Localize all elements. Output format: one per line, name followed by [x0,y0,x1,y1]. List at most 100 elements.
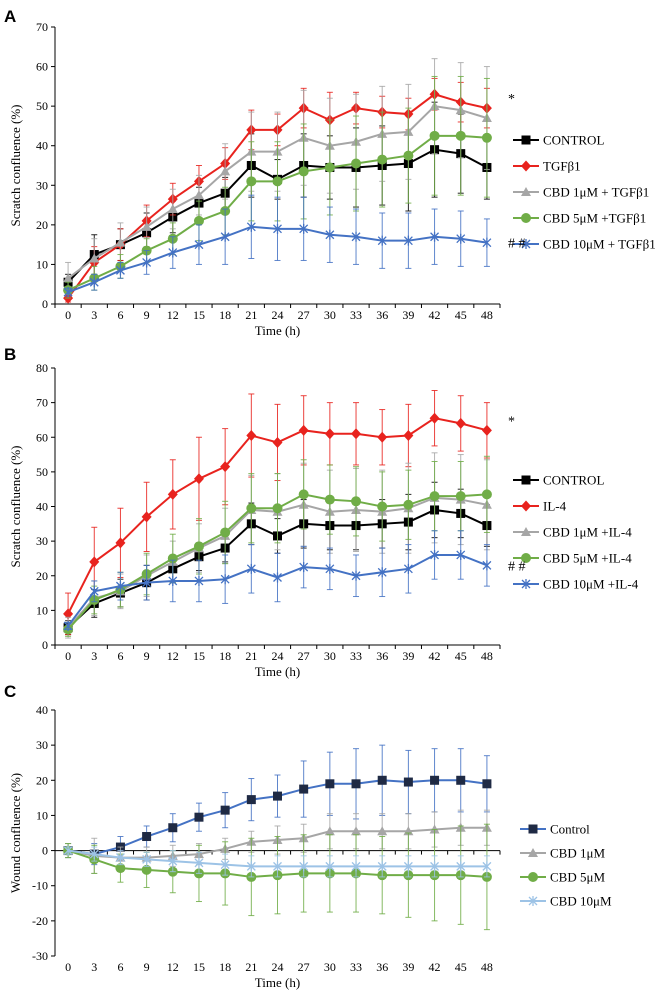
data-point [298,489,309,500]
data-point [429,491,440,502]
data-point [351,231,361,242]
legend-label: CONTROL [543,133,604,148]
data-point [246,503,257,514]
legend-marker [521,239,531,249]
legend-marker [521,160,531,172]
series-0 [63,744,492,866]
legend-marker [528,848,538,857]
x-axis-title: Time (h) [255,975,300,990]
data-point [272,436,283,448]
data-point [481,489,492,500]
data-point [168,856,178,867]
data-point [89,586,99,597]
data-point [63,845,73,856]
x-tick-label: 24 [272,308,284,322]
data-point [273,861,282,872]
data-point [63,273,74,283]
y-tick-label: -30 [32,949,48,963]
data-point [194,812,204,822]
data-point [193,473,204,485]
data-point [273,791,282,801]
y-tick-label: 0 [42,844,48,858]
data-point [193,215,204,226]
x-tick-label: 36 [376,649,388,663]
x-tick-label: 18 [219,649,231,663]
y-tick-label: -10 [32,879,48,893]
y-tick-label: 40 [36,500,48,514]
x-tick-label: 42 [429,308,441,322]
data-point [351,570,361,581]
data-point [89,253,100,263]
x-tick-label: 18 [219,308,231,322]
legend-marker [521,213,531,223]
x-tick-label: 39 [402,308,414,322]
y-tick-label: 20 [36,773,48,787]
x-tick-label: 3 [91,649,97,663]
data-point [168,575,178,586]
data-point [194,239,204,250]
series-1 [63,390,492,636]
data-point [194,575,204,586]
data-point [167,488,178,500]
data-point [456,233,466,244]
x-tick-label: 24 [272,649,284,663]
data-point [63,287,73,298]
legend-item: CBD 1μM +IL-4 [513,525,632,540]
legend-marker [521,475,531,485]
legend-item: TGFβ1 [513,159,581,174]
legend-label: CBD 10μM [550,894,612,909]
legend-label: CBD 5μM +IL-4 [543,551,632,566]
y-tick-label: 20 [36,218,48,232]
data-point [403,563,413,574]
y-tick-label: 10 [36,808,48,822]
x-tick-label: 36 [376,308,388,322]
data-point [403,430,414,442]
data-point [299,223,309,234]
data-point [168,247,178,258]
data-point [351,779,361,789]
x-tick-label: 3 [91,308,97,322]
data-point [456,775,466,785]
data-point [377,567,387,578]
data-point [482,560,492,571]
x-tick-label: 3 [91,960,97,974]
legend-label: CBD 10μM + TGFβ1 [543,237,656,252]
data-point [377,861,387,872]
y-tick-label: 0 [42,297,48,311]
data-point [246,221,256,232]
x-tick-label: 42 [429,960,441,974]
data-point [455,491,466,502]
data-point [481,424,492,436]
x-axis-title: Time (h) [255,323,300,338]
significance-marker: * [508,414,515,429]
data-point [220,461,231,473]
legend-item: CBD 5μM [520,870,605,885]
x-tick-label: 6 [117,960,123,974]
data-point [298,166,309,177]
data-point [377,501,388,512]
data-point [299,784,309,794]
legend-item: CBD 1μM + TGFβ1 [513,185,649,200]
x-tick-label: 36 [376,960,388,974]
data-point [481,132,492,143]
series-3 [63,845,492,878]
x-tick-label: 6 [117,308,123,322]
data-point [89,556,100,568]
series-4 [63,530,492,631]
legend-item: IL-4 [513,499,567,514]
legend-marker [521,187,531,196]
y-tick-label: 0 [42,638,48,652]
data-point [324,826,335,836]
data-point [89,277,99,288]
data-point [142,257,152,268]
data-point [194,857,204,868]
data-point [351,861,361,872]
data-point [377,775,387,785]
x-tick-label: 18 [219,960,231,974]
y-tick-label: 70 [36,20,48,34]
data-point [63,608,74,620]
y-tick-label: 30 [36,178,48,192]
data-point [299,562,309,573]
data-point [455,417,466,429]
